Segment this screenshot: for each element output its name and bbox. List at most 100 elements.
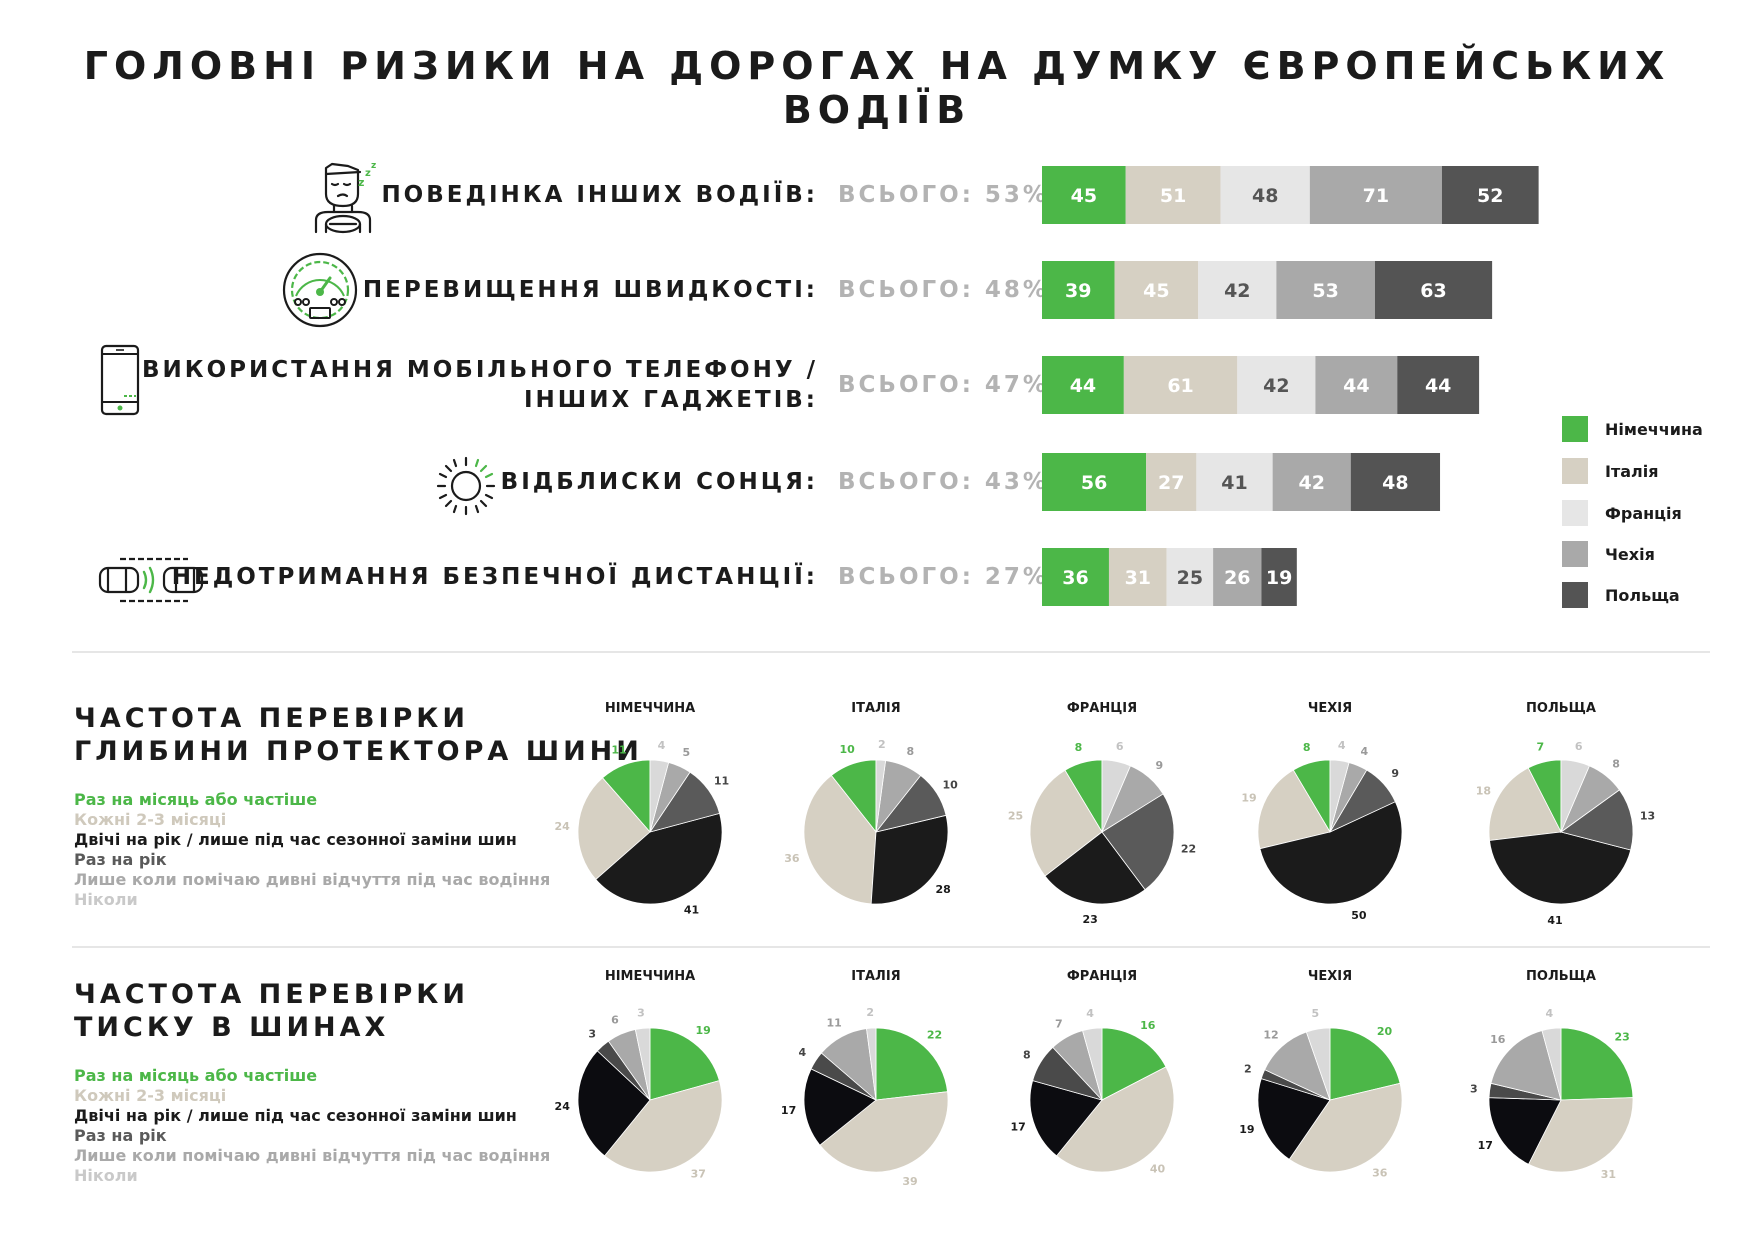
bar-value-label: 42 — [1298, 472, 1324, 494]
pie-value-label: 22 — [927, 1028, 942, 1041]
cars-distance-icon — [98, 557, 204, 603]
bar-segment — [1315, 356, 1398, 414]
pie-value-label: 8 — [1075, 741, 1083, 754]
bar-value-label: 56 — [1081, 472, 1107, 494]
section-title-line: ЧАСТОТА ПЕРЕВІРКИ — [74, 703, 469, 734]
bar-value-label: 44 — [1070, 375, 1096, 397]
row-label: НЕДОТРИМАННЯ БЕЗПЕЧНОЇ ДИСТАНЦІЇ: — [172, 562, 818, 602]
pie-value-label: 4 — [1361, 745, 1369, 758]
bar-value-label: 25 — [1177, 567, 1203, 589]
bar-segment — [1166, 548, 1214, 606]
legend-category: Кожні 2-3 місяці — [74, 1086, 227, 1105]
pie-value-label: 24 — [555, 820, 571, 833]
row-label-line: НЕДОТРИМАННЯ БЕЗПЕЧНОЇ ДИСТАНЦІЇ: — [171, 564, 818, 590]
legend-category: Двічі на рік / лише під час сезонної зам… — [74, 1106, 517, 1125]
bar-segment — [1042, 261, 1115, 319]
row-label: ПОВЕДІНКА ІНШИХ ВОДІЇВ: — [381, 180, 818, 220]
legend-swatch — [1562, 458, 1588, 484]
pie-slice — [1541, 1027, 1562, 1101]
pie-slice — [1488, 1097, 1562, 1165]
bar-segment — [1261, 548, 1297, 606]
pie-slice — [1560, 789, 1634, 851]
row-label-line: ВИКОРИСТАННЯ МОБІЛЬНОГО ТЕЛЕФОНУ / — [142, 357, 818, 383]
pie-slice — [1029, 1080, 1103, 1157]
row-total: ВСЬОГО: 53% — [838, 182, 1049, 208]
legend-category: Лише коли помічаю дивні відчуття під час… — [74, 1146, 551, 1165]
pie-slice — [870, 814, 949, 905]
bar-value-label: 51 — [1160, 185, 1186, 207]
section-title-line: ГЛИБИНИ ПРОТЕКТОРА ШИНИ — [74, 736, 643, 767]
legend-item: Італія — [1562, 458, 1659, 484]
bar-segment — [1114, 261, 1199, 319]
legend-item: Чехія — [1562, 541, 1655, 567]
pie-value-label: 4 — [1338, 739, 1346, 752]
bar-value-label: 39 — [1065, 280, 1091, 302]
bar-value-label: 42 — [1224, 280, 1250, 302]
bar-value-label: 27 — [1158, 472, 1184, 494]
legend-label: Італія — [1605, 461, 1659, 481]
row-label: ВИКОРИСТАННЯ МОБІЛЬНОГО ТЕЛЕФОНУ / ІНШИХ … — [142, 355, 818, 413]
pie-value-label: 16 — [1490, 1033, 1506, 1046]
pie-value-label: 4 — [1086, 1007, 1094, 1020]
stacked-bar-chart: 45 51 48 71 52 39 45 42 53 63 44 61 42 44 44 56 27 41 42 48… — [1042, 166, 1539, 606]
bar-segment — [1042, 166, 1126, 224]
pie-value-label: 17 — [1010, 1121, 1025, 1134]
bar-segment — [1042, 356, 1124, 414]
pie-slice — [1101, 759, 1131, 833]
pie-slice — [803, 774, 877, 905]
legend-item: Польща — [1562, 582, 1680, 608]
pie-slice — [1288, 1082, 1403, 1173]
legend-item: Німеччина — [1562, 416, 1703, 442]
pie-value-label: 5 — [1312, 1007, 1320, 1020]
bar-value-label: 44 — [1343, 375, 1369, 397]
row-total: ВСЬОГО: 48% — [838, 277, 1049, 303]
pie-value-label: 10 — [839, 743, 855, 756]
pie-value-label: 18 — [1476, 785, 1491, 798]
page-title: ГОЛОВНІ РИЗИКИ НА ДОРОГАХ НА ДУМКУ ЄВРОП… — [83, 44, 1671, 132]
bar-value-label: 45 — [1071, 185, 1097, 207]
pie-value-label: 4 — [658, 739, 666, 752]
legend-category: Лише коли помічаю дивні відчуття під час… — [74, 870, 551, 889]
pie-slice — [1029, 769, 1103, 877]
pie-value-label: 9 — [1391, 767, 1399, 780]
section-title-tread: ЧАСТОТА ПЕРЕВІРКИ ГЛИБИНИ ПРОТЕКТОРА ШИН… — [74, 702, 643, 768]
pie-value-label: 5 — [682, 746, 690, 759]
legend-category: Раз на рік — [74, 1126, 167, 1145]
pie-value-label: 50 — [1351, 909, 1367, 922]
pie-value-label: 11 — [826, 1017, 841, 1030]
svg-text:z: z — [371, 161, 376, 171]
legend-label: Франція — [1605, 503, 1682, 523]
pie-slice — [803, 1068, 877, 1146]
pie-title: ЧЕХІЯ — [1308, 701, 1352, 716]
pie-slice — [595, 812, 723, 905]
bar-segment — [1042, 548, 1109, 606]
pie-slice — [577, 777, 651, 881]
pie-slice — [1257, 769, 1331, 850]
row-label-line: ПОВЕДІНКА ІНШИХ ВОДІЇВ: — [381, 182, 818, 208]
pie-value-label: 28 — [936, 883, 951, 896]
row-total: ВСЬОГО: 47% — [838, 372, 1049, 398]
pie-slice — [1101, 1027, 1167, 1101]
pie-slice — [649, 1027, 720, 1101]
pie-slice — [1259, 801, 1403, 905]
bar-segment — [1309, 166, 1442, 224]
pie-title: ЧЕХІЯ — [1308, 969, 1352, 984]
bar-segment — [1213, 548, 1262, 606]
pie-slice — [1305, 1027, 1331, 1101]
pie-value-label: 31 — [1601, 1168, 1616, 1181]
pie-slice — [875, 1027, 948, 1101]
pie-title: ІТАЛІЯ — [851, 701, 900, 716]
pie-value-label: 10 — [943, 779, 959, 792]
bar-segment — [1272, 453, 1351, 511]
pie-value-label: 17 — [781, 1104, 796, 1117]
pie-value-label: 22 — [1181, 842, 1196, 855]
pie-slice — [1257, 1078, 1331, 1160]
pie-value-label: 37 — [691, 1168, 706, 1181]
pie-title: ФРАНЦІЯ — [1067, 969, 1137, 984]
pie-slice — [634, 1027, 651, 1101]
pie-slice — [1329, 1027, 1401, 1101]
pie-value-label: 6 — [1575, 740, 1583, 753]
bar-segment — [1042, 453, 1147, 511]
legend-label: Чехія — [1605, 544, 1655, 564]
pie-value-label: 36 — [784, 852, 800, 865]
